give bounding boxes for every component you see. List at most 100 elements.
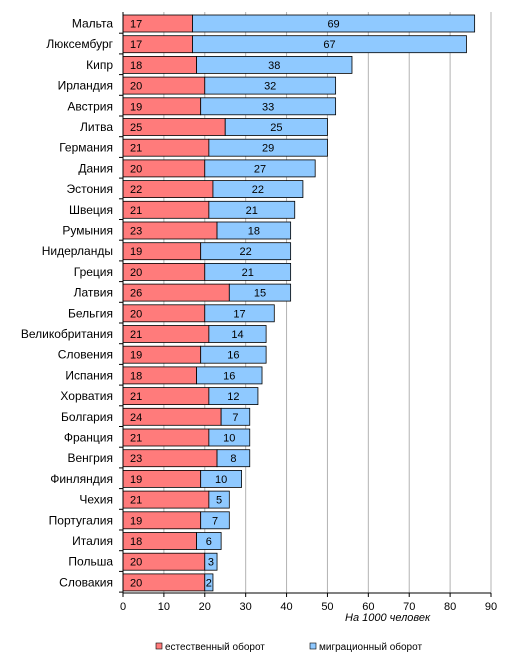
data-label-natural: 19 [130,474,142,486]
category-label: Хорватия [60,389,113,403]
legend-swatch-natural [155,642,163,650]
bar-migration [208,325,267,343]
bar-migration [196,532,222,550]
x-tick-label: 80 [444,601,456,613]
data-label-migration: 32 [264,81,276,93]
data-label-natural: 21 [130,495,142,507]
data-label-natural: 19 [130,515,142,527]
x-tick-label: 20 [199,601,211,613]
category-label: Финляндия [50,472,113,486]
category-label: Дания [78,161,113,175]
data-label-migration: 25 [270,122,282,134]
data-label-migration: 16 [223,370,235,382]
data-label-migration: 21 [242,267,254,279]
x-tick-label: 50 [321,601,333,613]
data-label-migration: 27 [254,163,266,175]
data-label-natural: 20 [130,308,142,320]
category-label: Франция [64,431,113,445]
bar-migration [204,262,292,281]
bar-migration [204,159,316,178]
bar-migration [192,14,476,33]
category-label: Румыния [62,224,113,238]
data-label-migration: 6 [206,536,212,548]
category-label: Греция [74,265,113,279]
category-label: Люксембург [46,37,113,51]
category-label: Литва [80,120,113,134]
data-label-natural: 26 [130,288,142,300]
data-label-natural: 17 [130,39,142,51]
bar-migration [200,511,230,530]
data-label-migration: 7 [232,412,238,424]
data-label-natural: 24 [130,412,142,424]
x-tick-label: 60 [362,601,374,613]
bar-migration [228,283,292,302]
data-label-migration: 10 [223,433,235,445]
data-label-natural: 23 [130,453,142,465]
data-label-migration: 16 [227,350,239,362]
x-axis-unit-label: На 1000 человек [345,612,431,624]
category-label: Бельгия [68,306,113,320]
category-label: Кипр [86,58,113,72]
legend-swatch-migration [309,642,317,650]
data-label-migration: 22 [240,246,252,258]
data-label-migration: 38 [268,60,280,72]
legend: естественный оборот миграционный оборот [155,641,422,653]
bar-migration [204,304,275,323]
bar-migration [200,469,242,488]
category-label: Польша [68,555,113,569]
bar-migration [200,242,292,261]
data-label-migration: 17 [233,308,245,320]
x-tick-label: 90 [485,601,497,613]
data-label-migration: 2 [206,577,212,589]
data-label-natural: 25 [130,122,142,134]
category-label: Швеция [69,203,113,217]
data-label-natural: 21 [130,391,142,403]
x-tick-label: 40 [280,601,292,613]
data-label-migration: 29 [262,143,274,155]
bar-migration [216,449,251,468]
category-label: Ирландия [58,79,113,93]
x-tick-label: 10 [158,601,170,613]
category-label: Латвия [74,286,113,300]
category-label: Италия [72,534,113,548]
data-label-natural: 20 [130,577,142,589]
data-label-natural: 23 [130,226,142,238]
bar-migration [208,490,230,509]
bar-migration [200,345,267,364]
category-label: Чехия [79,493,113,507]
bar-migration [204,552,218,571]
bar-migration [208,200,296,219]
category-label: Словения [58,348,113,362]
data-label-natural: 21 [130,143,142,155]
data-label-migration: 10 [215,474,227,486]
data-label-migration: 33 [262,101,274,113]
bar-migration [216,221,292,240]
data-label-migration: 22 [252,184,264,196]
data-label-migration: 7 [212,515,218,527]
category-label: Эстония [67,182,114,196]
data-label-migration: 12 [227,391,239,403]
category-label: Венгрия [67,451,113,465]
data-label-natural: 20 [130,267,142,279]
bar-migration [200,97,337,116]
data-label-natural: 20 [130,81,142,93]
data-label-migration: 14 [231,329,243,341]
category-label: Болгария [61,410,113,424]
data-label-natural: 21 [130,205,142,217]
category-labels: Мальта Люксембург Кипр Ирландия Австрия Литва… [21,17,114,590]
data-label-migration: 3 [208,557,214,569]
bar-migration [204,573,214,592]
category-label: Словакия [59,575,113,589]
data-label-natural: 19 [130,101,142,113]
data-label-natural: 20 [130,557,142,569]
bar-migration [196,366,263,385]
bar-migration [192,35,467,54]
data-label-natural: 19 [130,246,142,258]
bar-migration [208,138,328,157]
data-label-natural: 21 [130,329,142,341]
x-tick-label: 30 [240,601,252,613]
category-label: Португалия [49,513,113,527]
legend-label-migration: миграционный оборот [319,641,422,653]
